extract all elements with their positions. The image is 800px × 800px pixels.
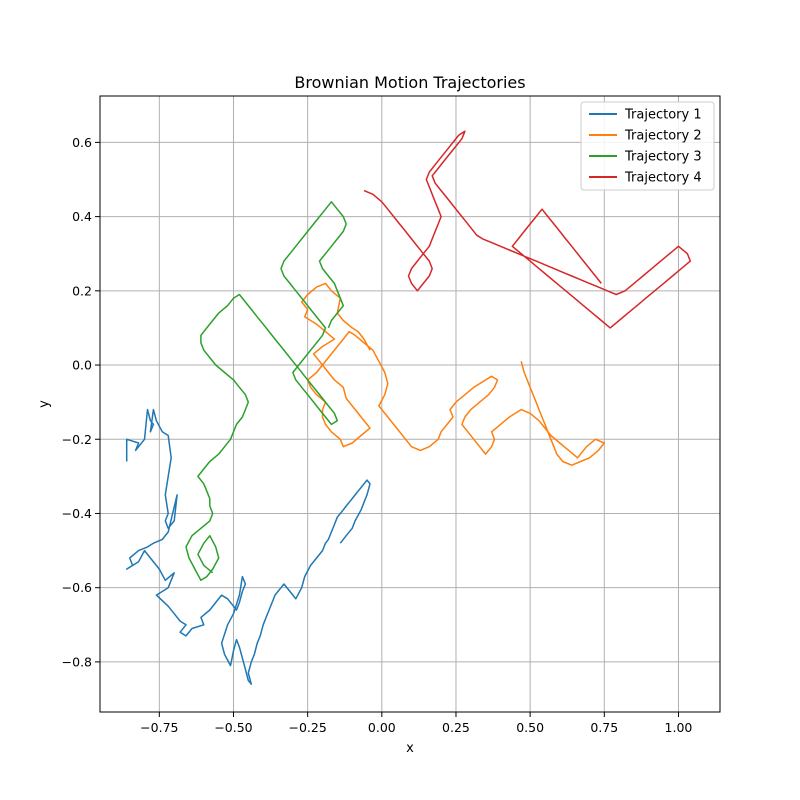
y-tick-label: −0.6 — [62, 580, 92, 595]
x-tick-label: −0.75 — [140, 720, 178, 735]
x-tick-label: 1.00 — [665, 720, 693, 735]
y-tick-label: −0.4 — [62, 506, 92, 521]
trajectory-4-line — [363, 130, 692, 329]
y-axis-title: y — [37, 400, 52, 408]
x-tick-label: −0.25 — [288, 720, 326, 735]
trajectory-1-line — [125, 408, 371, 685]
axis-ticks: −0.75 −0.50 −0.25 0.00 0.25 0.50 0.75 1.00 −0.8 −… — [62, 135, 693, 735]
x-axis-title: x — [406, 741, 414, 756]
legend-label: Trajectory 4 — [624, 171, 702, 186]
x-tick-label: −0.50 — [214, 720, 252, 735]
plot-frame — [99, 95, 721, 713]
legend-label: Trajectory 2 — [624, 129, 702, 144]
y-tick-label: −0.2 — [62, 432, 92, 447]
trajectory-3-line — [185, 201, 347, 582]
y-tick-label: −0.8 — [62, 654, 92, 669]
x-tick-label: 0.75 — [590, 720, 618, 735]
legend-label: Trajectory 1 — [624, 108, 702, 123]
y-tick-label: 0.6 — [72, 135, 92, 150]
legend-box — [580, 101, 715, 191]
x-tick-label: 0.25 — [442, 720, 470, 735]
y-tick-label: 0.2 — [72, 283, 92, 298]
y-tick-label: 0.0 — [72, 358, 92, 373]
x-tick-label: 0.50 — [516, 720, 544, 735]
chart-title: Brownian Motion Trajectories — [294, 73, 525, 92]
x-tick-label: 0.00 — [368, 720, 396, 735]
legend: Trajectory 1 Trajectory 2 Trajectory 3 Traj… — [580, 101, 715, 191]
legend-label: Trajectory 3 — [624, 150, 702, 165]
trajectory-2-line — [300, 282, 606, 466]
grid — [100, 96, 720, 712]
series-lines — [125, 130, 692, 685]
y-tick-label: 0.4 — [72, 209, 92, 224]
